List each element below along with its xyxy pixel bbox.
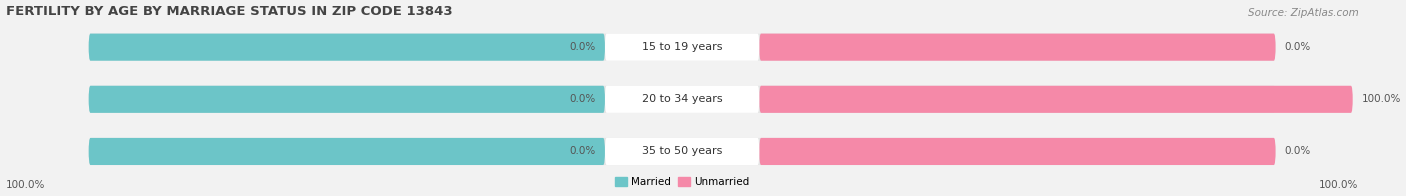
- FancyBboxPatch shape: [89, 34, 1275, 61]
- FancyBboxPatch shape: [759, 86, 1353, 113]
- Text: 0.0%: 0.0%: [1285, 146, 1310, 156]
- Text: 100.0%: 100.0%: [1319, 180, 1358, 190]
- Text: 0.0%: 0.0%: [569, 94, 596, 104]
- Text: 15 to 19 years: 15 to 19 years: [643, 42, 723, 52]
- FancyBboxPatch shape: [605, 34, 759, 61]
- Legend: Married, Unmarried: Married, Unmarried: [610, 172, 754, 191]
- FancyBboxPatch shape: [89, 86, 1275, 113]
- Text: 35 to 50 years: 35 to 50 years: [643, 146, 723, 156]
- FancyBboxPatch shape: [605, 86, 759, 113]
- Text: 20 to 34 years: 20 to 34 years: [641, 94, 723, 104]
- FancyBboxPatch shape: [759, 34, 1275, 61]
- Text: 0.0%: 0.0%: [569, 42, 596, 52]
- Text: 0.0%: 0.0%: [1285, 42, 1310, 52]
- Text: 0.0%: 0.0%: [569, 146, 596, 156]
- Text: 100.0%: 100.0%: [6, 180, 45, 190]
- Text: FERTILITY BY AGE BY MARRIAGE STATUS IN ZIP CODE 13843: FERTILITY BY AGE BY MARRIAGE STATUS IN Z…: [6, 5, 453, 18]
- FancyBboxPatch shape: [89, 86, 605, 113]
- FancyBboxPatch shape: [759, 138, 1275, 165]
- FancyBboxPatch shape: [605, 138, 759, 165]
- Text: 100.0%: 100.0%: [1361, 94, 1400, 104]
- FancyBboxPatch shape: [89, 138, 605, 165]
- FancyBboxPatch shape: [89, 138, 1275, 165]
- FancyBboxPatch shape: [89, 34, 605, 61]
- Text: Source: ZipAtlas.com: Source: ZipAtlas.com: [1249, 8, 1358, 18]
